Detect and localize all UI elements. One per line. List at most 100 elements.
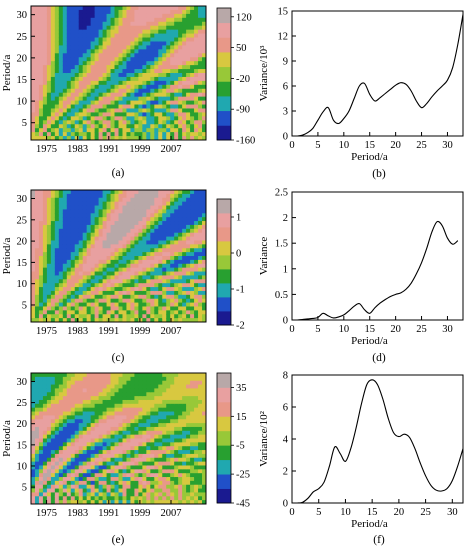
heatmap-cell (102, 17, 108, 23)
heatmap-cell (110, 283, 116, 288)
heatmap-cell (54, 197, 60, 203)
heatmap-cell (38, 53, 44, 58)
heatmap-cell (34, 84, 40, 90)
heatmap-cell (174, 450, 179, 455)
heatmap-cell (31, 224, 36, 230)
heatmap-cell (162, 25, 167, 31)
heatmap-cell (106, 287, 112, 292)
heatmap-cell (186, 442, 191, 447)
heatmap-cell (150, 426, 155, 432)
heatmap-cell (146, 224, 151, 230)
heatmap-cell (98, 259, 104, 265)
heatmap-cell (118, 6, 124, 11)
heatmap-cell (130, 21, 136, 27)
heatmap-cell (98, 21, 104, 27)
heatmap-cell (154, 80, 159, 86)
heatmap-cell (194, 112, 199, 117)
heatmap-cell (186, 248, 191, 253)
heatmap-cell (66, 217, 72, 222)
y-tick-label: 3 (283, 107, 288, 118)
heatmap-cell (182, 461, 187, 467)
heatmap-cell (54, 283, 60, 288)
heatmap-cell (182, 446, 187, 451)
heatmap-cell (66, 65, 72, 70)
heatmap-cell (198, 217, 203, 222)
heatmap-cell (182, 190, 187, 195)
heatmap-cell (178, 484, 183, 490)
heatmap-cell (146, 298, 151, 304)
colorbar-tick-label: -1 (236, 285, 245, 296)
heatmap-cell (90, 271, 96, 277)
heatmap-cell (114, 33, 120, 39)
heatmap-cell (62, 376, 68, 382)
heatmap-cell (34, 275, 40, 280)
heatmap-cell (162, 442, 167, 447)
heatmap-cell (98, 33, 104, 39)
heatmap-cell (174, 306, 179, 311)
heatmap-cell (102, 306, 108, 311)
heatmap-cell (134, 457, 139, 463)
heatmap-cell (146, 457, 151, 463)
heatmap-cell (82, 132, 88, 137)
heatmap-cell (130, 442, 136, 447)
heatmap-cell (122, 434, 128, 440)
heatmap-cell (50, 21, 56, 27)
heatmap-cell (106, 45, 112, 50)
heatmap-cell (31, 290, 36, 296)
heatmap-cell (158, 217, 163, 222)
heatmap-cell (146, 45, 151, 50)
colorbar-tick-label: 50 (236, 43, 247, 54)
heatmap-cell (198, 57, 203, 62)
heatmap-cell (162, 453, 167, 459)
heatmap-cell (166, 426, 171, 432)
heatmap-cell (54, 392, 60, 397)
heatmap-cell (94, 287, 100, 292)
heatmap-cell (146, 259, 151, 265)
heatmap-cell (74, 136, 80, 140)
heatmap-cell (198, 496, 203, 501)
heatmap-cell (142, 61, 147, 66)
heatmap-cell (66, 209, 72, 214)
heatmap-cell (66, 388, 72, 393)
heatmap-cell (170, 128, 175, 133)
heatmap-cell (186, 45, 191, 50)
heatmap-cell (186, 128, 191, 133)
heatmap-cell (186, 480, 191, 486)
heatmap-cell (138, 65, 143, 70)
heatmap-cell (110, 76, 116, 82)
heatmap-cell (54, 461, 60, 467)
heatmap-cell (202, 469, 206, 474)
heatmap-cell (110, 6, 116, 11)
heatmap-cell (114, 45, 120, 50)
heatmap-cell (110, 228, 116, 234)
heatmap-cell (38, 411, 44, 416)
heatmap-cell (146, 92, 151, 98)
heatmap-cell (38, 388, 44, 393)
heatmap-cell (62, 84, 68, 90)
heatmap-cell (82, 263, 88, 269)
heatmap-cell (146, 267, 151, 273)
heatmap-cell (126, 197, 132, 203)
heatmap-cell (50, 259, 56, 265)
heatmap-cell (138, 438, 143, 443)
heatmap-cell (106, 57, 112, 62)
heatmap-cell (82, 69, 88, 74)
heatmap-cell (70, 279, 76, 284)
heatmap-cell (78, 108, 84, 114)
heatmap-cell (122, 392, 128, 397)
heatmap-cell (194, 388, 199, 393)
heatmap-cell (182, 9, 187, 15)
heatmap-cell (174, 252, 179, 257)
heatmap-cell (166, 283, 171, 288)
heatmap-cell (102, 318, 108, 322)
heatmap-cell (178, 100, 183, 106)
heatmap-cell (178, 116, 183, 121)
heatmap-cell (178, 104, 183, 110)
heatmap-cell (162, 76, 167, 82)
heatmap-cell (178, 267, 183, 273)
colorbar-swatch (217, 416, 231, 432)
heatmap-cell (98, 453, 104, 459)
heatmap-cell (154, 41, 159, 47)
heatmap-cell (70, 488, 76, 494)
heatmap-cell (82, 415, 88, 420)
